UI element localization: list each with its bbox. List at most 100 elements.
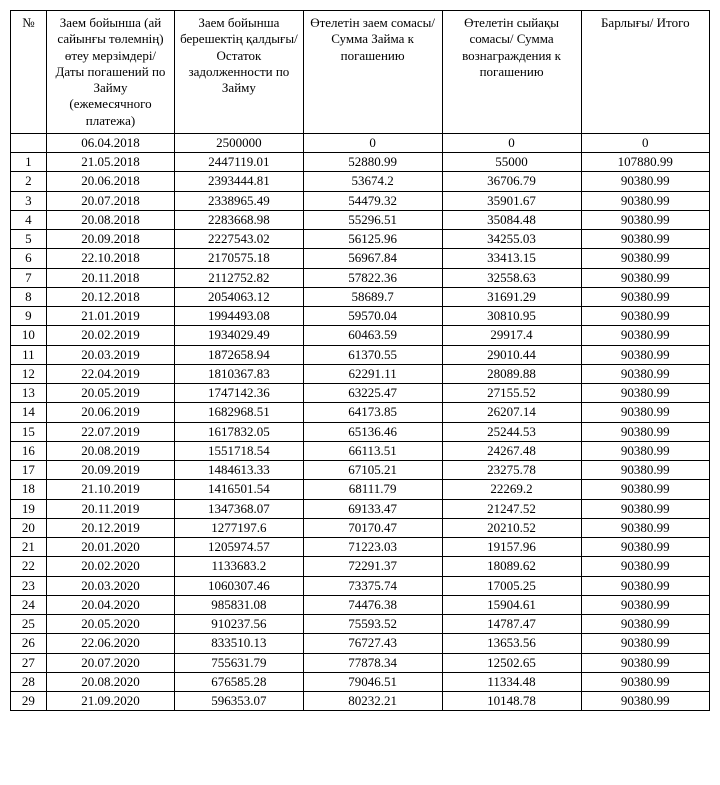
table-row: 921.01.20191994493.0859570.0430810.95903… (11, 307, 710, 326)
table-cell: 61370.55 (303, 345, 442, 364)
table-cell: 90380.99 (581, 653, 709, 672)
table-cell: 53674.2 (303, 172, 442, 191)
table-cell: 80232.21 (303, 692, 442, 711)
table-cell: 27 (11, 653, 47, 672)
table-cell: 58689.7 (303, 287, 442, 306)
table-cell: 27155.52 (442, 384, 581, 403)
table-row: 2320.03.20201060307.4673375.7417005.2590… (11, 576, 710, 595)
table-cell: 06.04.2018 (46, 133, 174, 152)
table-cell: 1133683.2 (175, 557, 303, 576)
table-cell: 63225.47 (303, 384, 442, 403)
table-cell: 31691.29 (442, 287, 581, 306)
table-row: 2820.08.2020676585.2879046.5111334.48903… (11, 672, 710, 691)
table-cell: 1551718.54 (175, 441, 303, 460)
table-cell: 20210.52 (442, 518, 581, 537)
table-cell: 56967.84 (303, 249, 442, 268)
table-row: 820.12.20182054063.1258689.731691.299038… (11, 287, 710, 306)
table-cell: 20.07.2018 (46, 191, 174, 210)
table-cell: 1484613.33 (175, 461, 303, 480)
table-cell: 90380.99 (581, 538, 709, 557)
col-header-date: Заем бойынша (ай сайынғы төлемнің) өтеу … (46, 11, 174, 134)
table-row: 2220.02.20201133683.272291.3718089.62903… (11, 557, 710, 576)
table-cell: 20.05.2020 (46, 615, 174, 634)
table-cell: 14 (11, 403, 47, 422)
table-cell: 20.07.2020 (46, 653, 174, 672)
table-cell: 2 (11, 172, 47, 191)
table-row: 420.08.20182283668.9855296.5135084.48903… (11, 210, 710, 229)
table-cell: 90380.99 (581, 307, 709, 326)
table-cell: 833510.13 (175, 634, 303, 653)
table-cell: 75593.52 (303, 615, 442, 634)
table-cell: 8 (11, 287, 47, 306)
table-cell: 20.01.2020 (46, 538, 174, 557)
table-cell: 24267.48 (442, 441, 581, 460)
table-cell: 22269.2 (442, 480, 581, 499)
table-cell: 2227543.02 (175, 230, 303, 249)
table-cell: 19157.96 (442, 538, 581, 557)
table-row: 1222.04.20191810367.8362291.1128089.8890… (11, 364, 710, 383)
table-row: 1720.09.20191484613.3367105.2123275.7890… (11, 461, 710, 480)
table-cell: 36706.79 (442, 172, 581, 191)
table-cell (11, 133, 47, 152)
table-row: 2622.06.2020833510.1376727.4313653.56903… (11, 634, 710, 653)
table-cell: 20.12.2018 (46, 287, 174, 306)
table-cell: 1872658.94 (175, 345, 303, 364)
table-cell: 56125.96 (303, 230, 442, 249)
table-cell: 90380.99 (581, 403, 709, 422)
table-cell: 15904.61 (442, 595, 581, 614)
table-cell: 62291.11 (303, 364, 442, 383)
table-cell: 13 (11, 384, 47, 403)
table-cell: 29917.4 (442, 326, 581, 345)
table-cell: 22.07.2019 (46, 422, 174, 441)
table-cell: 90380.99 (581, 634, 709, 653)
table-cell: 21247.52 (442, 499, 581, 518)
table-cell: 596353.07 (175, 692, 303, 711)
table-cell: 90380.99 (581, 461, 709, 480)
table-cell: 20.08.2018 (46, 210, 174, 229)
table-cell: 20.09.2019 (46, 461, 174, 480)
table-cell: 21.10.2019 (46, 480, 174, 499)
table-cell: 2500000 (175, 133, 303, 152)
table-cell: 2338965.49 (175, 191, 303, 210)
table-row: 1120.03.20191872658.9461370.5529010.4490… (11, 345, 710, 364)
table-cell: 20.11.2019 (46, 499, 174, 518)
table-cell: 6 (11, 249, 47, 268)
table-cell: 1347368.07 (175, 499, 303, 518)
table-cell: 60463.59 (303, 326, 442, 345)
table-cell: 70170.47 (303, 518, 442, 537)
table-cell: 90380.99 (581, 441, 709, 460)
table-cell: 676585.28 (175, 672, 303, 691)
table-cell: 20.08.2019 (46, 441, 174, 460)
table-row: 1020.02.20191934029.4960463.5929917.4903… (11, 326, 710, 345)
table-cell: 29010.44 (442, 345, 581, 364)
table-cell: 34255.03 (442, 230, 581, 249)
table-cell: 2283668.98 (175, 210, 303, 229)
table-cell: 1205974.57 (175, 538, 303, 557)
table-cell: 5 (11, 230, 47, 249)
table-row: 622.10.20182170575.1856967.8433413.15903… (11, 249, 710, 268)
table-cell: 1 (11, 153, 47, 172)
header-row: № Заем бойынша (ай сайынғы төлемнің) өте… (11, 11, 710, 134)
table-row: 1420.06.20191682968.5164173.8526207.1490… (11, 403, 710, 422)
table-cell: 1416501.54 (175, 480, 303, 499)
table-cell: 35084.48 (442, 210, 581, 229)
table-cell: 57822.36 (303, 268, 442, 287)
table-cell: 90380.99 (581, 595, 709, 614)
table-cell: 1682968.51 (175, 403, 303, 422)
table-cell: 11 (11, 345, 47, 364)
table-cell: 28089.88 (442, 364, 581, 383)
table-cell: 20.04.2020 (46, 595, 174, 614)
table-cell: 910237.56 (175, 615, 303, 634)
table-row: 121.05.20182447119.0152880.9955000107880… (11, 153, 710, 172)
table-cell: 90380.99 (581, 672, 709, 691)
table-cell: 21 (11, 538, 47, 557)
table-cell: 90380.99 (581, 557, 709, 576)
table-cell: 23275.78 (442, 461, 581, 480)
col-header-interest: Өтелетін сыйақы сомасы/ Сумма вознагражд… (442, 11, 581, 134)
table-cell: 32558.63 (442, 268, 581, 287)
table-cell: 30810.95 (442, 307, 581, 326)
table-cell: 15 (11, 422, 47, 441)
table-cell: 1617832.05 (175, 422, 303, 441)
table-cell: 21.09.2020 (46, 692, 174, 711)
table-cell: 90380.99 (581, 268, 709, 287)
